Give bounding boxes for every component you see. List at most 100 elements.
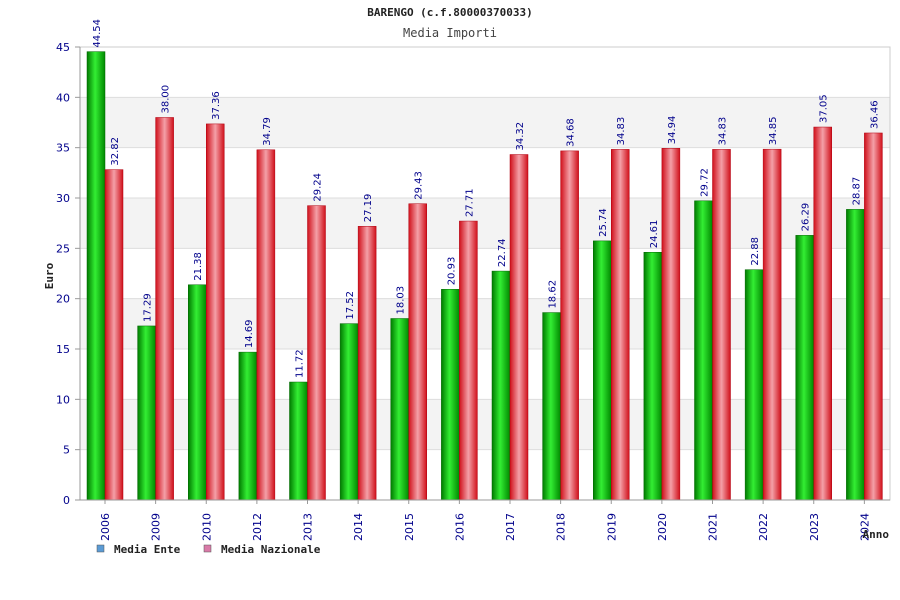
y-tick-label: 15	[56, 343, 70, 356]
bar-media-nazionale-2019	[611, 149, 630, 501]
bar-media-nazionale-2024	[864, 132, 883, 501]
bar-media-ente-2015	[390, 318, 409, 501]
x-tick-label: 2010	[200, 513, 213, 541]
y-axis-label: Euro	[43, 262, 56, 289]
data-label: 22.88	[750, 237, 761, 266]
bar-media-ente-2021	[694, 200, 713, 501]
legend: Media Ente Media Nazionale	[96, 543, 321, 556]
bar-media-nazionale-2006	[104, 169, 124, 501]
data-label: 28.87	[851, 177, 862, 206]
data-label: 38.00	[161, 85, 172, 114]
x-axis-label: Anno	[863, 528, 890, 541]
x-tick-label: 2014	[352, 513, 365, 541]
y-tick-label: 0	[63, 494, 70, 507]
bar-media-nazionale-2018	[560, 150, 579, 501]
bar-media-nazionale-2020	[661, 148, 681, 501]
data-label: 20.93	[446, 257, 457, 286]
bar-media-ente-2010	[188, 284, 207, 501]
data-label: 34.85	[768, 117, 779, 146]
bar-media-ente-2014	[339, 323, 359, 501]
x-tick-label: 2015	[403, 513, 416, 541]
data-label: 18.03	[396, 286, 407, 315]
bar-media-nazionale-2021	[712, 149, 731, 501]
y-tick-label: 35	[56, 142, 70, 155]
bar-media-ente-2022	[744, 269, 764, 501]
x-tick-label: 2020	[656, 513, 669, 541]
data-label: 22.74	[497, 238, 508, 267]
chart-title: BARENGO (c.f.80000370033)	[367, 6, 533, 19]
x-tick-label: 2024	[858, 513, 871, 541]
bar-media-nazionale-2015	[408, 203, 427, 501]
data-label: 24.61	[649, 220, 660, 249]
x-axis-ticks: 2006 2009 2010 2012 2013 2014 2015 2016 2017 2018…	[99, 500, 871, 541]
bar-media-ente-2013	[289, 381, 308, 501]
x-tick-label: 2006	[99, 513, 112, 541]
data-label: 25.74	[598, 208, 609, 237]
y-axis-ticks: 0 5 10 15 20 25 30 35 40 45	[56, 41, 80, 507]
y-tick-label: 10	[56, 393, 70, 406]
bar-media-nazionale-2016	[459, 220, 478, 501]
x-tick-label: 2013	[302, 513, 315, 541]
bars	[86, 51, 883, 501]
y-tick-label: 30	[56, 192, 70, 205]
x-tick-label: 2012	[251, 513, 264, 541]
data-labels: 44.54 32.82 17.29 38.00 21.38 37.36 14.69 34.79…	[92, 19, 880, 378]
bar-media-nazionale-2013	[307, 205, 326, 501]
bar-media-nazionale-2009	[155, 117, 174, 501]
data-label: 11.72	[295, 349, 306, 378]
data-label: 17.29	[143, 293, 154, 322]
legend-label-media-nazionale: Media Nazionale	[221, 543, 321, 556]
data-label: 32.82	[110, 137, 121, 166]
data-label: 36.46	[869, 100, 880, 129]
bar-media-nazionale-2017	[509, 154, 529, 501]
x-tick-label: 2022	[757, 513, 770, 541]
bar-media-nazionale-2022	[762, 148, 782, 501]
y-tick-label: 45	[56, 41, 70, 54]
legend-label-media-ente: Media Ente	[114, 543, 181, 556]
data-label: 34.32	[515, 122, 526, 151]
bar-media-ente-2012	[238, 351, 258, 501]
data-label: 44.54	[92, 19, 103, 48]
data-label: 34.68	[566, 118, 577, 147]
bar-media-ente-2018	[542, 312, 561, 501]
bar-media-nazionale-2014	[357, 226, 377, 501]
x-tick-label: 2019	[605, 513, 618, 541]
bar-media-nazionale-2010	[206, 123, 225, 501]
x-tick-label: 2018	[555, 513, 568, 541]
data-label: 34.94	[667, 116, 678, 145]
data-label: 27.71	[464, 188, 475, 217]
y-tick-label: 20	[56, 293, 70, 306]
x-tick-label: 2023	[808, 513, 821, 541]
y-tick-label: 40	[56, 91, 70, 104]
data-label: 29.72	[700, 168, 711, 197]
data-label: 37.36	[211, 91, 222, 120]
y-tick-label: 25	[56, 242, 70, 255]
y-tick-label: 5	[63, 444, 70, 457]
legend-swatch-media-nazionale	[203, 544, 212, 553]
data-label: 21.38	[193, 252, 204, 281]
data-label: 27.19	[363, 194, 374, 223]
x-tick-label: 2016	[453, 513, 466, 541]
bar-media-ente-2019	[593, 240, 612, 501]
chart-subtitle: Media Importi	[403, 26, 497, 40]
data-label: 29.43	[414, 171, 425, 200]
data-label: 34.79	[262, 117, 273, 146]
data-label: 18.62	[548, 280, 559, 309]
x-tick-label: 2017	[504, 513, 517, 541]
bar-media-ente-2006	[86, 51, 106, 501]
legend-swatch-media-ente	[96, 544, 105, 553]
bar-media-ente-2017	[491, 270, 511, 501]
x-tick-label: 2021	[707, 513, 720, 541]
data-label: 14.69	[244, 319, 255, 348]
bar-media-ente-2020	[643, 252, 663, 501]
bar-media-nazionale-2023	[813, 126, 832, 501]
bar-media-ente-2009	[137, 325, 156, 501]
data-label: 37.05	[819, 94, 830, 123]
data-label: 17.52	[345, 291, 356, 320]
data-label: 29.24	[313, 173, 324, 202]
data-label: 34.83	[718, 117, 729, 146]
bar-media-ente-2023	[795, 235, 814, 501]
data-label: 26.29	[801, 203, 812, 232]
bar-media-nazionale-2012	[256, 149, 276, 501]
